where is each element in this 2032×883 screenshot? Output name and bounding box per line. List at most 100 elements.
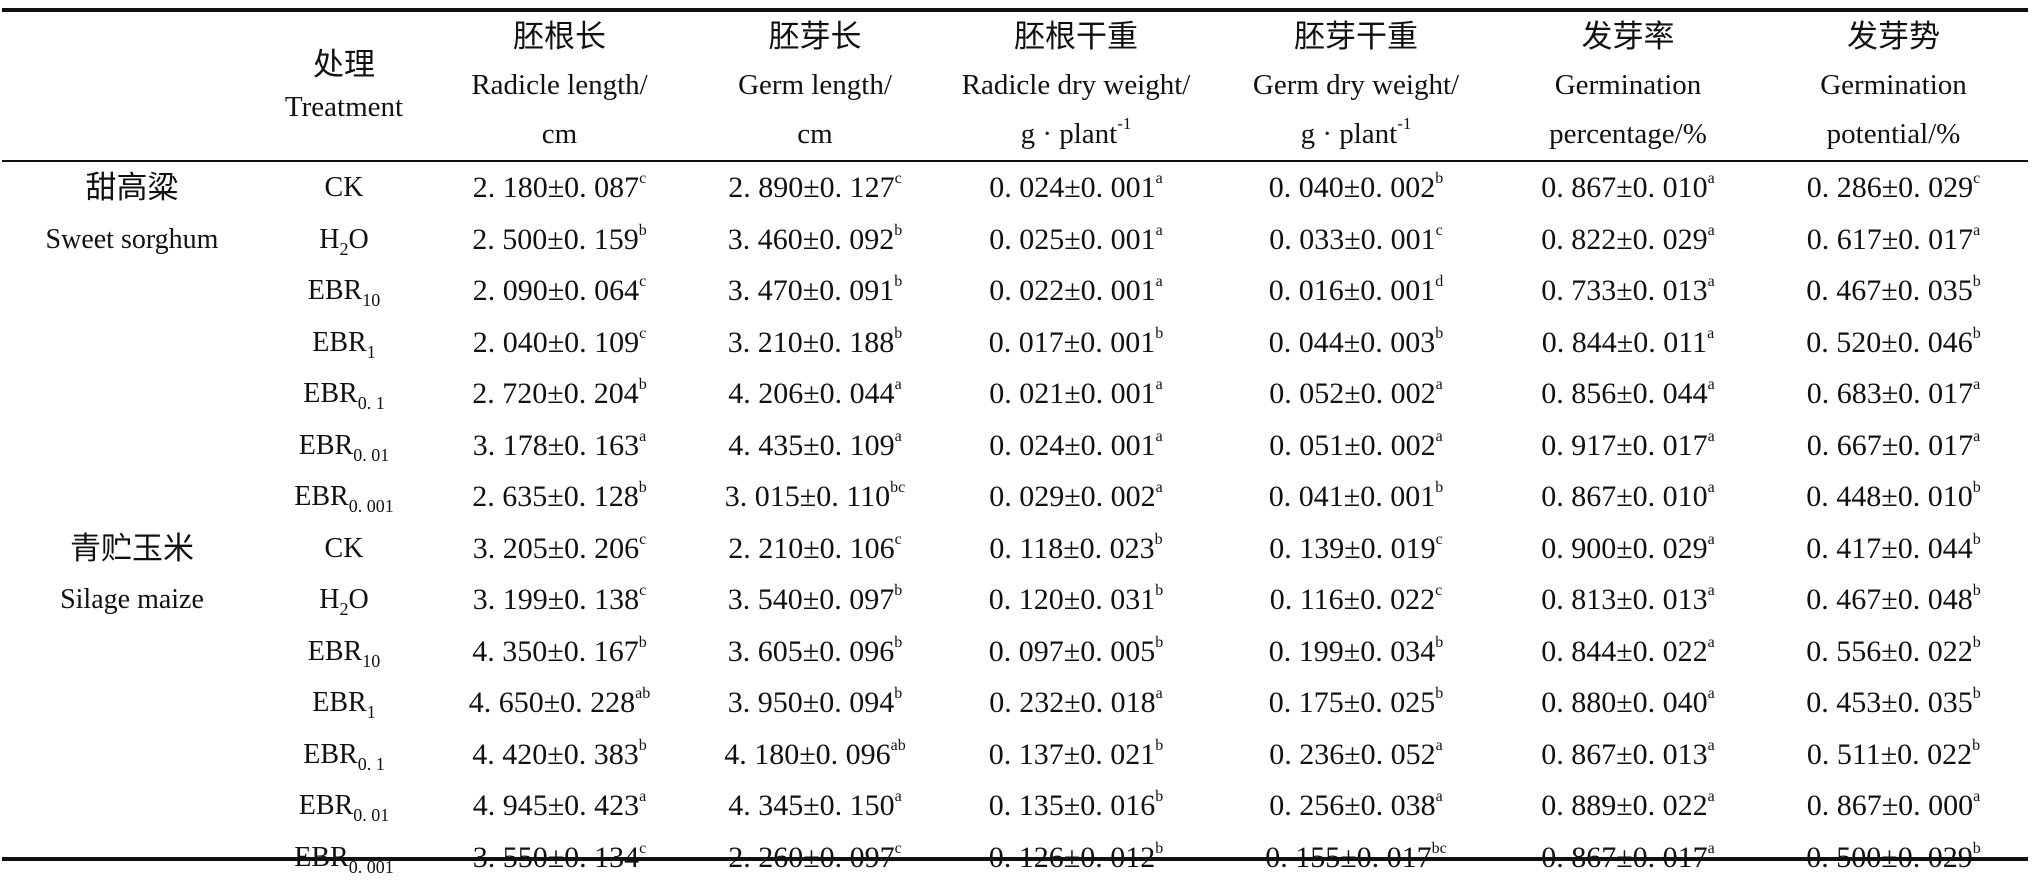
value-cell: 0. 856±0. 044a [1497, 368, 1759, 420]
significance-letter: b [639, 737, 647, 754]
value-cell: 0. 867±0. 010a [1497, 471, 1759, 523]
value-mean-sd: 0. 917±0. 017 [1541, 429, 1707, 462]
treatment-cell: EBR1 [262, 317, 426, 369]
header-treatment-zh: 处理 [262, 44, 426, 86]
significance-letter: a [1708, 376, 1715, 393]
value-cell: 3. 015±0. 110bc [693, 471, 937, 523]
value-mean-sd: 0. 520±0. 046 [1806, 326, 1972, 359]
treatment-base: EBR [303, 378, 357, 409]
data-table: 处理 Treatment 胚根长 胚芽长 胚根干重 胚芽干重 发芽率 发芽势 R… [2, 12, 2028, 883]
unit-text: percentage/% [1549, 118, 1707, 150]
significance-letter: a [1436, 376, 1443, 393]
significance-letter: a [1708, 273, 1715, 290]
value-cell: 0. 040±0. 002b [1215, 162, 1497, 214]
treatment-base: EBR [294, 481, 348, 512]
treatment-cell: EBR1 [262, 677, 426, 729]
significance-letter: b [894, 582, 902, 599]
value-mean-sd: 0. 417±0. 044 [1806, 532, 1972, 565]
table-page: 处理 Treatment 胚根长 胚芽长 胚根干重 胚芽干重 发芽率 发芽势 R… [0, 0, 2032, 864]
treatment-cell: EBR10 [262, 265, 426, 317]
value-cell: 2. 210±0. 106c [693, 523, 937, 575]
header-col-zh: 发芽率 [1497, 12, 1759, 61]
treatment-base: EBR [299, 430, 353, 461]
significance-letter: b [894, 634, 902, 651]
value-cell: 2. 720±0. 204b [426, 368, 693, 420]
value-mean-sd: 3. 460±0. 092 [728, 223, 894, 256]
significance-letter: a [1436, 737, 1443, 754]
value-cell: 0. 880±0. 040a [1497, 677, 1759, 729]
value-cell: 2. 090±0. 064c [426, 265, 693, 317]
value-mean-sd: 2. 635±0. 128 [472, 480, 638, 513]
treatment-subscript: 0. 1 [358, 754, 385, 774]
value-mean-sd: 0. 017±0. 001 [989, 326, 1155, 359]
significance-letter: bc [1432, 840, 1447, 857]
treatment-subscript: 0. 1 [358, 393, 385, 413]
significance-letter: b [1155, 325, 1163, 342]
value-cell: 2. 180±0. 087c [426, 162, 693, 214]
value-cell: 0. 500±0. 029b [1759, 832, 2028, 883]
treatment-subscript: 0. 01 [353, 805, 389, 825]
value-cell: 0. 236±0. 052a [1215, 729, 1497, 781]
header-col-en: Germination [1497, 61, 1759, 110]
value-cell: 4. 206±0. 044a [693, 368, 937, 420]
significance-letter: a [1708, 685, 1715, 702]
significance-letter: b [894, 222, 902, 239]
value-mean-sd: 0. 889±0. 022 [1541, 789, 1707, 822]
header-col-unit: cm [426, 110, 693, 159]
significance-letter: c [895, 170, 902, 187]
value-cell: 0. 024±0. 001a [937, 420, 1215, 472]
treatment-subscript: 0. 001 [349, 496, 394, 516]
significance-letter: c [895, 840, 902, 857]
value-mean-sd: 0. 467±0. 048 [1806, 583, 1972, 616]
value-mean-sd: 0. 024±0. 001 [989, 171, 1155, 204]
value-cell: 4. 420±0. 383b [426, 729, 693, 781]
value-cell: 0. 917±0. 017a [1497, 420, 1759, 472]
significance-letter: a [1973, 222, 1980, 239]
value-mean-sd: 0. 232±0. 018 [989, 686, 1155, 719]
significance-letter: a [1708, 840, 1715, 857]
value-cell: 0. 051±0. 002a [1215, 420, 1497, 472]
value-cell: 0. 126±0. 012b [937, 832, 1215, 883]
significance-letter: a [1708, 582, 1715, 599]
treatment-cell: EBR0. 01 [262, 780, 426, 832]
value-cell: 3. 205±0. 206c [426, 523, 693, 575]
significance-letter: c [895, 531, 902, 548]
crop-cell [2, 317, 262, 369]
value-cell: 0. 232±0. 018a [937, 677, 1215, 729]
value-mean-sd: 0. 511±0. 022 [1807, 738, 1972, 771]
treatment-base: EBR [312, 687, 366, 718]
value-mean-sd: 0. 097±0. 005 [989, 635, 1155, 668]
significance-letter: c [639, 531, 646, 548]
value-cell: 0. 116±0. 022c [1215, 574, 1497, 626]
header-col-unit: potential/% [1759, 110, 2028, 159]
treatment-base: CK [325, 533, 364, 564]
significance-letter: b [1973, 325, 1981, 342]
value-mean-sd: 4. 350±0. 167 [472, 635, 638, 668]
value-mean-sd: 2. 180±0. 087 [473, 171, 639, 204]
crop-cell [2, 265, 262, 317]
value-cell: 0. 448±0. 010b [1759, 471, 2028, 523]
value-mean-sd: 0. 617±0. 017 [1807, 223, 1973, 256]
significance-letter: a [1156, 170, 1163, 187]
value-cell: 0. 139±0. 019c [1215, 523, 1497, 575]
value-cell: 0. 033±0. 001c [1215, 214, 1497, 266]
value-mean-sd: 3. 199±0. 138 [473, 583, 639, 616]
treatment-subscript: 10 [362, 651, 380, 671]
significance-letter: c [639, 582, 646, 599]
value-cell: 0. 041±0. 001b [1215, 471, 1497, 523]
value-cell: 0. 044±0. 003b [1215, 317, 1497, 369]
value-mean-sd: 0. 500±0. 029 [1806, 841, 1972, 874]
header-row-zh: 处理 Treatment 胚根长 胚芽长 胚根干重 胚芽干重 发芽率 发芽势 [2, 12, 2028, 61]
value-mean-sd: 0. 155±0. 017 [1265, 841, 1431, 874]
treatment-cell: EBR0. 1 [262, 368, 426, 420]
treatment-cell: H2O [262, 214, 426, 266]
value-cell: 4. 350±0. 167b [426, 626, 693, 678]
treatment-cell: CK [262, 523, 426, 575]
value-cell: 0. 017±0. 001b [937, 317, 1215, 369]
treatment-subscript: 10 [362, 290, 380, 310]
significance-letter: b [1435, 634, 1443, 651]
